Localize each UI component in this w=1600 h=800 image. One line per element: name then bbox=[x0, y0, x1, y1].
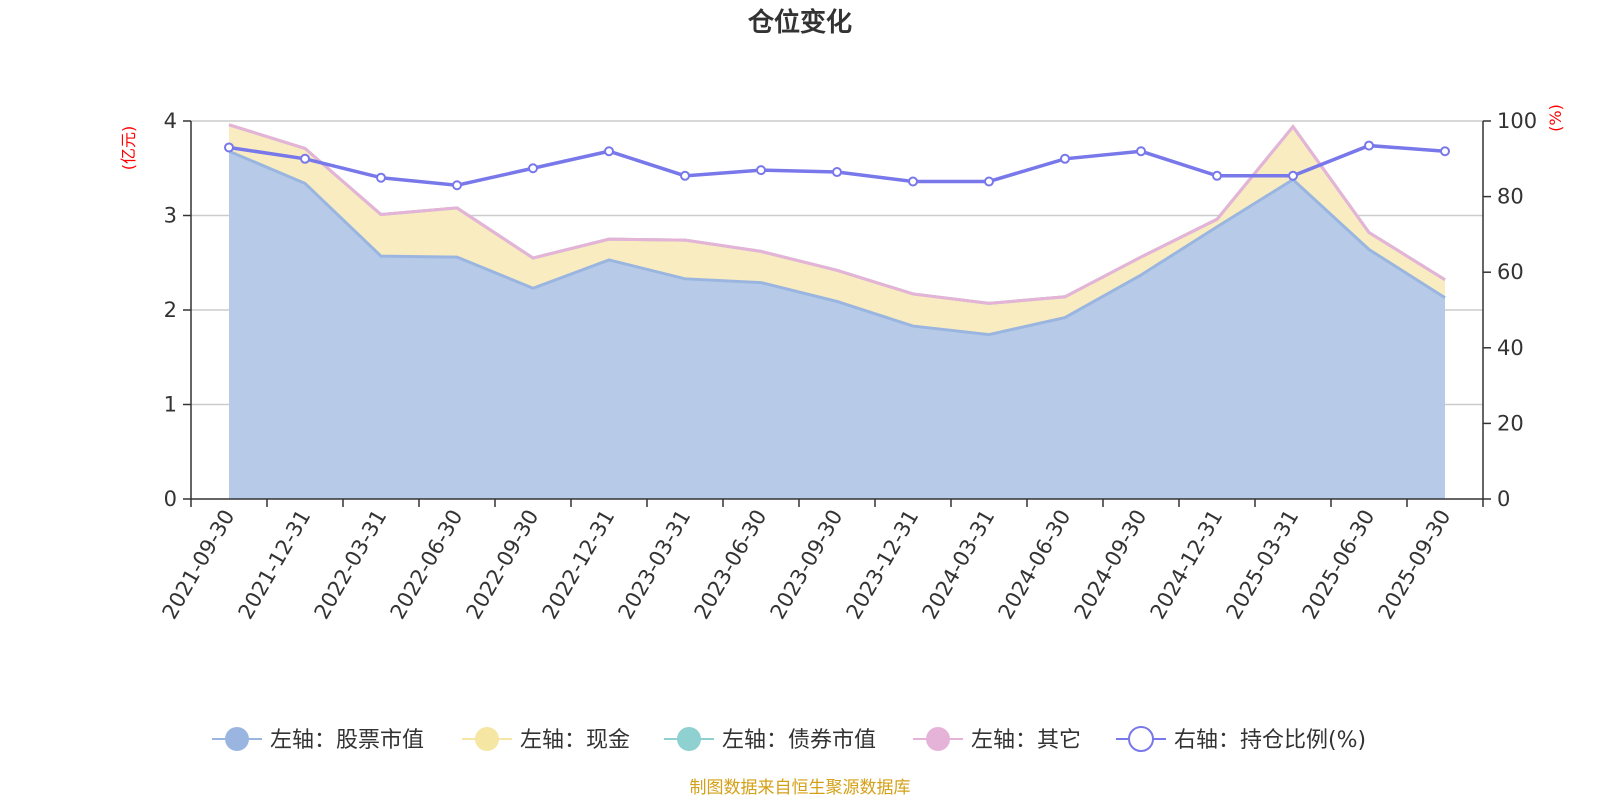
series-points bbox=[224, 140, 1450, 191]
ratio-point bbox=[1136, 146, 1146, 157]
ratio-point bbox=[376, 172, 386, 183]
legend-marker bbox=[677, 727, 701, 751]
y-right-axis-label: (%) bbox=[1546, 104, 1565, 132]
ratio-point bbox=[1288, 170, 1298, 181]
legend-label: 左轴：债券市值 bbox=[722, 728, 876, 753]
legend-item[interactable]: 左轴：现金 bbox=[462, 727, 630, 753]
ratio-point bbox=[528, 163, 538, 174]
legend-label: 左轴：其它 bbox=[971, 728, 1081, 753]
ratio-point bbox=[1212, 170, 1222, 181]
x-tick-label: 2023-03-31 bbox=[614, 506, 696, 624]
x-tick-label: 2024-06-30 bbox=[994, 506, 1076, 624]
y-left-tick-label: 2 bbox=[164, 298, 177, 322]
y-right-tick-label: 0 bbox=[1497, 487, 1510, 511]
x-tick-label: 2025-03-31 bbox=[1222, 506, 1304, 624]
ratio-point bbox=[832, 167, 842, 178]
legend-marker bbox=[926, 727, 950, 751]
x-tick-label: 2024-09-30 bbox=[1070, 506, 1152, 624]
x-tick-label: 2024-03-31 bbox=[918, 506, 1000, 624]
ratio-point bbox=[984, 176, 994, 187]
y-right-tick-label: 20 bbox=[1497, 411, 1524, 435]
legend-label: 右轴：持仓比例(%) bbox=[1174, 728, 1366, 753]
chart-title: 仓位变化 bbox=[747, 7, 852, 38]
plot-area bbox=[229, 124, 1445, 500]
y-right-tick-label: 100 bbox=[1497, 109, 1537, 133]
ratio-point bbox=[300, 153, 310, 164]
x-tick-label: 2025-06-30 bbox=[1298, 506, 1380, 624]
series-1-area bbox=[229, 124, 1445, 335]
x-tick-label: 2021-09-30 bbox=[158, 506, 240, 624]
series-3-line bbox=[228, 123, 1446, 305]
legend-item[interactable]: 左轴：股票市值 bbox=[212, 727, 424, 753]
legend-marker bbox=[225, 727, 249, 751]
x-tick-label: 2023-06-30 bbox=[690, 506, 772, 624]
ratio-point bbox=[680, 170, 690, 181]
series-0-line bbox=[228, 149, 1446, 337]
x-tick-label: 2024-12-31 bbox=[1146, 506, 1228, 624]
legend-label: 左轴：股票市值 bbox=[270, 728, 424, 753]
series-0-area bbox=[229, 151, 1445, 500]
source-note: 制图数据来自恒生聚源数据库 bbox=[690, 778, 911, 798]
y-left-tick-label: 1 bbox=[164, 393, 177, 417]
x-tick-label: 2023-12-31 bbox=[842, 506, 924, 624]
x-tick-label: 2022-06-30 bbox=[386, 506, 468, 624]
y-left-tick-label: 4 bbox=[164, 109, 177, 133]
x-tick-label: 2023-09-30 bbox=[766, 506, 848, 624]
y-right-tick-label: 80 bbox=[1497, 185, 1524, 209]
legend: 左轴：股票市值 左轴：现金 左轴：债券市值 左轴：其它 右轴：持仓比例(%) bbox=[212, 726, 1366, 753]
legend-label: 左轴：现金 bbox=[520, 728, 630, 753]
ratio-point bbox=[908, 176, 918, 187]
legend-item[interactable]: 左轴：债券市值 bbox=[664, 727, 876, 753]
x-tick-label: 2022-03-31 bbox=[310, 506, 392, 624]
y-left-axis-label: (亿元) bbox=[119, 126, 138, 171]
y-left-tick-label: 3 bbox=[164, 204, 177, 228]
legend-item[interactable]: 左轴：其它 bbox=[913, 727, 1081, 753]
legend-marker bbox=[475, 727, 499, 751]
y-left-tick-label: 0 bbox=[164, 487, 177, 511]
x-tick-label: 2021-12-31 bbox=[234, 506, 316, 624]
ratio-point bbox=[224, 142, 234, 153]
ratio-point bbox=[604, 146, 614, 157]
x-tick-label: 2025-09-30 bbox=[1374, 506, 1456, 624]
x-tick-label: 2022-12-31 bbox=[538, 506, 620, 624]
legend-item[interactable]: 右轴：持仓比例(%) bbox=[1116, 726, 1366, 753]
ratio-point bbox=[1364, 140, 1374, 151]
legend-marker bbox=[1128, 726, 1154, 752]
ratio-point bbox=[1060, 153, 1070, 164]
x-tick-label: 2022-09-30 bbox=[462, 506, 544, 624]
ratio-point bbox=[756, 165, 766, 176]
ratio-point bbox=[1440, 146, 1450, 157]
y-right-tick-label: 40 bbox=[1497, 336, 1524, 360]
y-right-tick-label: 60 bbox=[1497, 260, 1524, 284]
ratio-point bbox=[452, 180, 462, 191]
